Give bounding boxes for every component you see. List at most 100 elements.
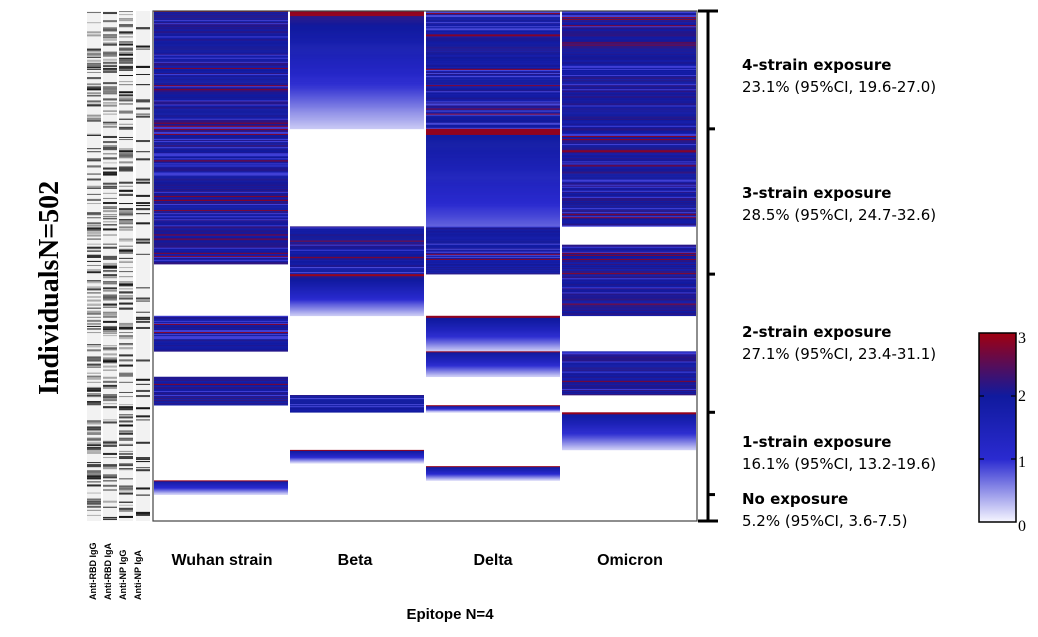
heatmap-cell-row [562, 80, 696, 82]
heatmap-cell-row [290, 36, 424, 38]
heatmap-cell-row [154, 100, 288, 102]
heatmap-cell-row [562, 188, 696, 191]
annotation-tick [87, 48, 101, 51]
heatmap-cell-row [290, 258, 424, 261]
heatmap-cell-row [290, 403, 424, 405]
heatmap-cell-row [562, 438, 696, 441]
heatmap-cell-row [426, 71, 560, 74]
heatmap-cell-row [290, 15, 424, 17]
heatmap-cell-row [426, 322, 560, 325]
heatmap-cell-row [154, 255, 288, 258]
heatmap-cell-row [290, 112, 424, 114]
heatmap-cell-row [154, 251, 288, 254]
heatmap-cell-row [562, 102, 696, 104]
heatmap-cell-row [562, 146, 696, 148]
heatmap-cell-row [154, 388, 288, 391]
heatmap-cell-row [426, 321, 560, 324]
group-stat: 28.5% (95%CI, 24.7-32.6) [742, 206, 937, 224]
heatmap-cell-row [426, 216, 560, 218]
heatmap-cell-row [426, 162, 560, 164]
heatmap-cell-row [290, 247, 424, 250]
heatmap-cell-row [426, 327, 560, 330]
heatmap-cell-row [290, 79, 424, 81]
heatmap-cell-row [290, 305, 424, 307]
heatmap-cell-row [562, 179, 696, 181]
annotation-tick [136, 316, 150, 319]
heatmap-cell-row [562, 272, 696, 274]
heatmap-cell-row [154, 211, 288, 213]
annotation-tick [119, 408, 133, 411]
heatmap-cell-row [562, 253, 696, 256]
heatmap-cell-row [426, 80, 560, 82]
annotation-tick [87, 254, 101, 256]
annotation-tick [87, 77, 101, 80]
heatmap-cell-row [426, 208, 560, 210]
heatmap-cell-row [562, 63, 696, 66]
heatmap-cell-row [426, 337, 560, 339]
heatmap-cell-row [290, 285, 424, 287]
heatmap-cell-row [426, 87, 560, 89]
heatmap-cell-row [154, 140, 288, 142]
annotation-tick [103, 86, 117, 89]
annotation-tick [136, 209, 150, 211]
heatmap-cell-row [154, 325, 288, 328]
heatmap-cell-row [154, 90, 288, 92]
heatmap-cell-row [290, 246, 424, 249]
annotation-tick [87, 65, 101, 68]
heatmap-cell-row [154, 324, 288, 327]
annotation-tick [87, 464, 101, 467]
heatmap-cell-row [562, 254, 696, 257]
heatmap-cell-row [154, 26, 288, 28]
annotation-tick [87, 381, 101, 383]
heatmap-cell-row [154, 222, 288, 224]
heatmap-cell-row [290, 454, 424, 457]
annotation-tick [87, 86, 101, 88]
heatmap-cell-row [154, 316, 288, 319]
heatmap-cell-row [562, 353, 696, 355]
annotation-tick [119, 151, 133, 154]
heatmap-cell-row [562, 305, 696, 307]
heatmap-cell-row [154, 328, 288, 331]
heatmap-cell-row [426, 69, 560, 72]
heatmap-cell-row [562, 248, 696, 251]
heatmap-cell-row [290, 237, 424, 239]
heatmap-cell-row [562, 71, 696, 74]
annotation-tick [136, 73, 150, 76]
annotation-tick [87, 316, 101, 318]
heatmap-cell-row [154, 118, 288, 121]
heatmap-cell-row [154, 45, 288, 47]
heatmap-cell-row [290, 56, 424, 59]
annotation-tick [119, 75, 133, 77]
heatmap-cell-row [154, 147, 288, 149]
heatmap-cell-row [426, 147, 560, 149]
heatmap-cell-row [290, 251, 424, 254]
annotation-tick [87, 103, 101, 105]
heatmap-cell-row [290, 11, 424, 13]
heatmap-cell-row [290, 103, 424, 105]
heatmap-cell-row [426, 57, 560, 60]
heatmap-cell-row [562, 424, 696, 426]
heatmap-cell-row [290, 92, 424, 94]
heatmap-cell-row [426, 112, 560, 114]
annotation-tick [87, 217, 101, 219]
annotation-tick [119, 360, 133, 362]
heatmap-cell-row [154, 91, 288, 93]
heatmap-cell-row [562, 211, 696, 213]
heatmap-cell-row [562, 27, 696, 29]
heatmap-cell-row [426, 251, 560, 254]
heatmap-cell-row [290, 281, 424, 283]
annotation-tick [87, 299, 101, 302]
heatmap-cell-row [562, 112, 696, 114]
heatmap-cell-row [562, 184, 696, 187]
heatmap-cell-row [290, 122, 424, 125]
annotation-strip-3 [119, 11, 133, 521]
heatmap-cell-row [562, 169, 696, 171]
annotation-tick [103, 440, 117, 443]
heatmap-cell-row [562, 51, 696, 53]
heatmap-cell-row [562, 202, 696, 204]
heatmap-cell-row [290, 126, 424, 129]
heatmap-cell-row [154, 25, 288, 27]
heatmap-cell-row [562, 58, 696, 61]
heatmap-cell-row [562, 163, 696, 165]
annotation-tick [136, 28, 150, 30]
